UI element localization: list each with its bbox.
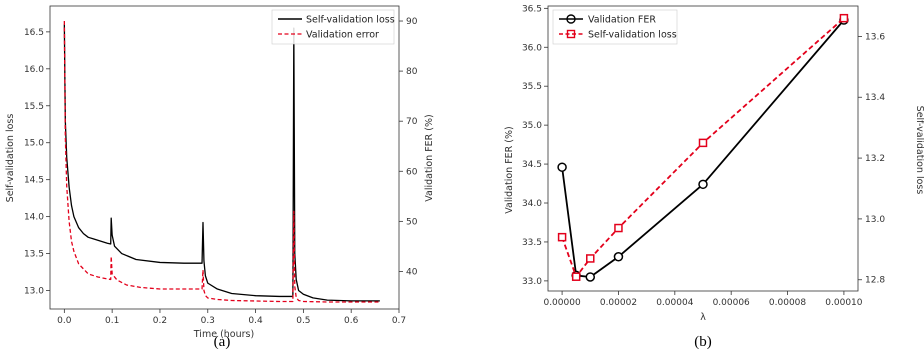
chart-b-xtick-label: 0.00010 — [825, 298, 862, 308]
chart-a-ytick-label: 14.0 — [24, 213, 44, 223]
chart-a-legend-label-error: Validation error — [306, 30, 379, 41]
chart-b-ylabel-right: Self-validation loss — [914, 106, 924, 195]
chart-b-series-2-point — [573, 273, 580, 280]
chart-a-ytick-right-label: 80 — [406, 67, 418, 77]
chart-b-ytick-label: 34.0 — [522, 199, 542, 209]
chart-a-xtick-label: 0.2 — [153, 316, 167, 326]
chart-b-ticks: 0.00000 0.00002 0.00004 0.00006 0.00008 0.000… — [522, 4, 885, 308]
chart-b-legend-label-loss: Self-validation loss — [588, 30, 677, 41]
chart-b-series-1-point — [558, 163, 566, 171]
chart-b-xtick-label: 0.00000 — [543, 298, 580, 308]
chart-a-ylabel-right: Validation FER (%) — [424, 114, 435, 201]
chart-a-ytick-right-label: 90 — [406, 17, 418, 27]
chart-a-ytick-label: 14.5 — [24, 176, 44, 186]
chart-a-ytick-label: 13.0 — [24, 287, 44, 297]
chart-b-ytick-label: 33.0 — [522, 277, 542, 287]
chart-a-ytick-right-label: 70 — [406, 117, 418, 127]
chart-a-ytick-label: 15.0 — [24, 139, 44, 149]
chart-a: 0.0 0.1 0.2 0.3 0.4 0.5 0.6 0.7 13.0 13.5 14.0 14.5… — [5, 6, 435, 350]
chart-b-xtick-label: 0.00004 — [656, 298, 693, 308]
chart-b-caption: (b) — [694, 334, 712, 350]
chart-b-series-2-point — [615, 225, 622, 232]
chart-b-ytick-label: 33.5 — [522, 238, 542, 248]
chart-b-ytick-right-label: 13.4 — [865, 93, 885, 103]
chart-a-ytick-right-label: 40 — [406, 267, 418, 277]
chart-a-ytick-label: 15.5 — [24, 102, 44, 112]
chart-b: 0.00000 0.00002 0.00004 0.00006 0.00008 0.000… — [504, 4, 924, 350]
chart-a-series — [64, 21, 380, 302]
chart-b-legend: Validation FER Self-validation loss — [553, 10, 677, 44]
chart-b-series — [558, 15, 848, 281]
chart-a-xtick-label: 0.7 — [392, 316, 406, 326]
chart-a-ytick-label: 16.0 — [24, 65, 44, 75]
chart-b-xtick-label: 0.00008 — [769, 298, 806, 308]
chart-a-xtick-label: 0.1 — [105, 316, 119, 326]
chart-b-series-1-point — [586, 273, 594, 281]
chart-a-xtick-label: 0.5 — [296, 316, 310, 326]
chart-a-plot-area — [50, 6, 399, 309]
chart-b-ytick-right-label: 12.8 — [865, 276, 885, 286]
chart-b-series-2-point — [840, 15, 847, 22]
chart-b-ylabel: Validation FER (%) — [504, 126, 515, 213]
chart-a-ytick-right-label: 60 — [406, 167, 418, 177]
chart-b-xtick-label: 0.00006 — [713, 298, 750, 308]
chart-b-series-2-point — [559, 234, 566, 241]
chart-a-ticks: 0.0 0.1 0.2 0.3 0.4 0.5 0.6 0.7 13.0 13.5 14.0 14.5… — [24, 17, 418, 326]
chart-b-series-1-point — [614, 253, 622, 261]
chart-a-ytick-label: 13.5 — [24, 250, 44, 260]
chart-a-ytick-label: 16.5 — [24, 28, 44, 38]
chart-a-legend: Self-validation loss Validation error — [272, 10, 395, 44]
chart-a-ytick-right-label: 50 — [406, 217, 418, 227]
chart-b-ytick-right-label: 13.0 — [865, 215, 885, 225]
chart-b-series-1-line — [562, 20, 844, 277]
chart-b-ytick-label: 35.0 — [522, 121, 542, 131]
chart-b-series-2-point — [587, 255, 594, 262]
chart-b-series-1-point — [699, 180, 707, 188]
chart-b-xlabel: λ — [700, 312, 706, 323]
chart-a-legend-label-loss: Self-validation loss — [306, 15, 395, 26]
chart-b-ytick-label: 34.5 — [522, 160, 542, 170]
chart-a-caption: (a) — [214, 334, 231, 350]
chart-b-ytick-right-label: 13.2 — [865, 154, 885, 164]
chart-b-series-2-point — [700, 139, 707, 146]
chart-a-xtick-label: 0.6 — [344, 316, 359, 326]
chart-b-series-2-line — [562, 18, 844, 277]
chart-a-ylabel: Self-validation loss — [5, 114, 16, 203]
chart-b-ytick-label: 36.0 — [522, 43, 542, 53]
chart-b-xtick-label: 0.00002 — [600, 298, 637, 308]
chart-a-xtick-label: 0.0 — [57, 316, 72, 326]
chart-b-ytick-label: 35.5 — [522, 82, 542, 92]
chart-b-ytick-label: 36.5 — [522, 4, 542, 14]
chart-a-xtick-label: 0.4 — [248, 316, 263, 326]
chart-b-ytick-right-label: 13.6 — [865, 32, 885, 42]
chart-a-series-2-line — [64, 21, 380, 302]
chart-b-plot-area — [548, 6, 858, 291]
chart-b-legend-label-fer: Validation FER — [588, 15, 656, 26]
chart-a-xtick-label: 0.3 — [201, 316, 215, 326]
